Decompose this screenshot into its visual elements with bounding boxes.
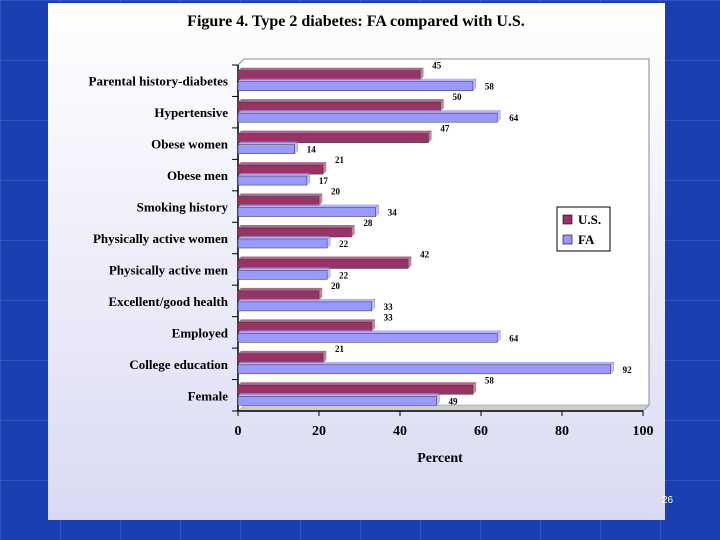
bar-us [237,164,324,175]
bar-top-face [238,193,322,197]
legend-label: U.S. [578,212,601,227]
category-label: Smoking history [137,200,229,215]
bar-fa [237,333,498,343]
bar-us [237,322,372,332]
bar-fa [237,81,474,91]
chart-title: Figure 4. Type 2 diabetes: FA compared w… [187,13,525,30]
x-tick-label: 20 [312,424,326,439]
data-label: 58 [485,375,495,385]
category-label: Excellent/good health [108,294,228,309]
data-label: 21 [335,344,345,354]
data-label: 50 [453,92,463,102]
bar-us [237,290,320,301]
bar-top-face [238,298,375,302]
category-label: Obese men [167,168,229,183]
data-label: 33 [384,302,394,312]
category-label: Obese women [151,137,229,152]
bar-fa [237,144,295,154]
data-label: 47 [440,124,450,134]
data-label: 28 [363,218,373,228]
bar-top-face [238,67,424,71]
bar-us [237,227,352,238]
data-label: 58 [485,82,495,92]
bar-us [237,196,320,206]
category-label: Physically active men [109,262,229,277]
data-label: 14 [307,145,317,155]
bar-us [237,133,429,143]
bar-top-face [238,236,331,239]
bar-top-face [238,141,298,145]
legend-swatch [562,234,573,245]
bar-us [237,353,324,364]
data-label: 22 [339,270,349,280]
bar-us [237,385,474,395]
bar-top-face [238,78,476,82]
bar-top-face [238,110,501,114]
category-label: Physically active women [93,231,229,246]
data-label: 45 [432,61,442,71]
bar-top-face [238,99,444,103]
bar-fa [237,301,372,312]
bar-us [237,101,441,112]
data-label: 64 [509,113,519,123]
bar-fa [237,270,328,280]
bar-top-face [238,173,310,177]
bar-top-face [238,350,327,354]
data-label: 20 [331,281,341,291]
x-tick-label: 0 [235,424,242,439]
bar-top-face [238,393,440,397]
legend-swatch [562,214,573,225]
data-label: 33 [384,312,394,322]
bar-top-face [238,267,331,271]
bar-fa [237,364,611,375]
slide-number: 26 [662,495,674,506]
x-axis-label: Percent [417,451,463,466]
data-label: 22 [339,239,349,249]
data-label: 64 [509,333,519,343]
bar-top-face [238,361,614,365]
x-tick-label: 60 [474,424,488,439]
data-label: 21 [335,155,345,165]
bar-top-face [238,287,322,291]
bar-fa [237,396,437,406]
data-label: 49 [448,396,458,406]
bar-top-face [238,382,476,386]
data-label: 92 [623,365,633,375]
bar-us [237,259,409,269]
bar-top-face [238,162,327,166]
legend-label: FA [578,232,595,247]
x-tick-label: 80 [555,424,569,439]
bar-top-face [238,225,355,228]
data-label: 42 [420,249,430,259]
plot-floor [237,404,650,412]
category-label: College education [129,357,228,372]
bar-chart: Figure 4. Type 2 diabetes: FA compared w… [89,13,654,466]
category-label: Parental history-diabetes [89,74,229,89]
bar-fa [237,238,328,249]
bar-top-face [238,204,379,208]
bar-fa [237,112,498,123]
category-label: Hypertensive [154,105,228,120]
data-label: 17 [319,176,329,186]
bar-top-face [238,330,501,334]
bar-us [237,70,421,80]
x-tick-label: 100 [633,424,654,439]
slide-panel: Figure 4. Type 2 diabetes: FA compared w… [48,3,665,520]
data-label: 34 [388,208,398,218]
bar-top-face [238,319,375,323]
bar-fa [237,175,308,186]
data-label: 20 [331,187,341,197]
bar-fa [237,207,376,217]
x-tick-label: 40 [393,424,407,439]
bar-top-face [238,256,412,260]
category-label: Female [188,388,229,403]
category-label: Employed [172,325,229,340]
bar-top-face [238,130,432,134]
